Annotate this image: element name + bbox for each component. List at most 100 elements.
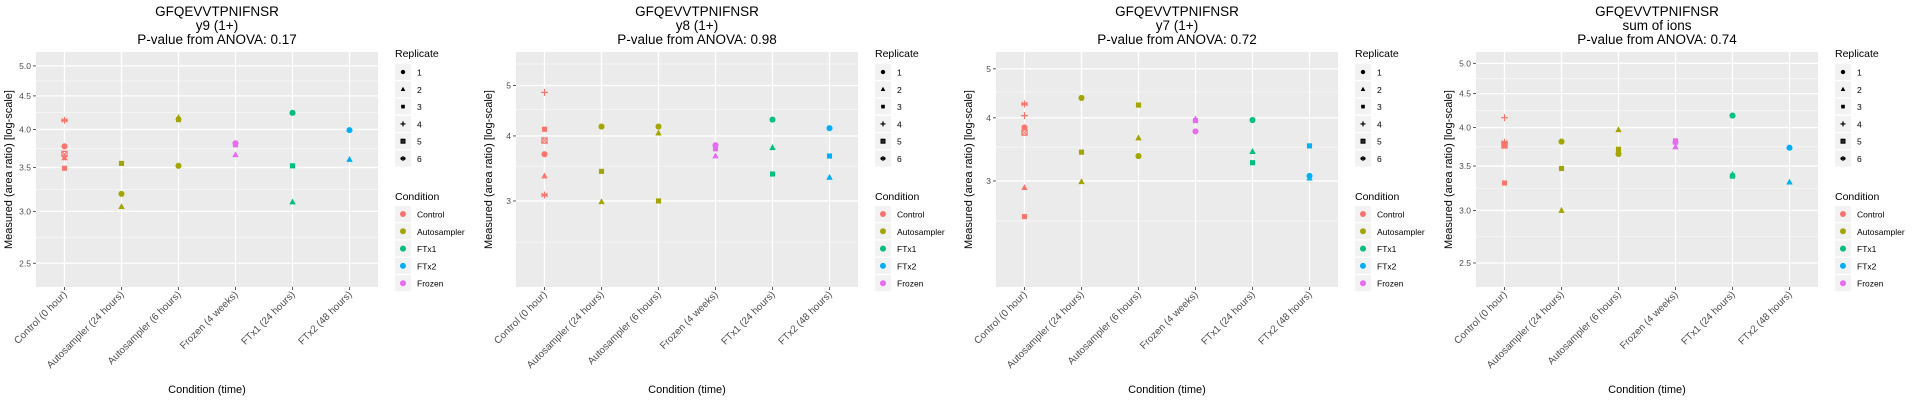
x-axis-label: Condition (time) [1128, 384, 1206, 396]
y-tick-label: 3.0 [1459, 205, 1471, 215]
legend-item-condition-control: Control [1355, 206, 1405, 222]
data-point [118, 203, 125, 210]
legend-label: 2 [1857, 85, 1862, 95]
square-icon [401, 104, 405, 109]
data-point [598, 198, 605, 205]
legend-label: FTx1 [897, 244, 917, 254]
y-tick-label: 4.5 [19, 91, 31, 101]
color-swatch-icon [880, 280, 886, 287]
legend-label: 4 [1857, 119, 1862, 129]
chart-title: GFQEVVTPNIFNSR [1595, 4, 1719, 19]
legend-label: Control [897, 210, 925, 220]
square-icon [881, 104, 885, 109]
data-point [1558, 206, 1565, 213]
legend-label: Autosampler [1857, 227, 1905, 237]
legend-item-replicate-1: 1 [1835, 64, 1862, 80]
legend-item-replicate-4: 4 [875, 115, 902, 132]
data-point [175, 117, 182, 123]
legend-label: FTx2 [1857, 261, 1877, 271]
legend-item-replicate-6: 6 [1355, 150, 1382, 167]
legend-item-replicate-2: 2 [1835, 81, 1862, 98]
data-point [1135, 102, 1142, 108]
triangle-icon [1360, 86, 1366, 92]
legend-label: 2 [417, 85, 422, 95]
data-point [1306, 143, 1313, 149]
color-swatch-icon [1840, 228, 1846, 235]
data-point [1729, 112, 1736, 119]
color-swatch-icon [1840, 245, 1846, 252]
data-point [541, 172, 548, 179]
data-point [1672, 139, 1679, 146]
legend-item-condition-frozen: Frozen [395, 275, 444, 292]
data-point [346, 155, 353, 162]
data-point [1192, 128, 1199, 135]
x-axis-label: Condition (time) [1608, 384, 1686, 396]
chart-title: GFQEVVTPNIFNSR [635, 4, 759, 19]
legend-replicate-title: Replicate [1355, 48, 1399, 60]
data-point [712, 146, 719, 152]
square-cross-icon [400, 138, 406, 144]
legend-item-condition-autosampler: Autosampler [1835, 223, 1905, 240]
color-swatch-icon [1360, 280, 1366, 287]
data-point [541, 126, 548, 132]
legend-item-replicate-5: 5 [875, 133, 902, 150]
data-points [60, 109, 353, 210]
legend-item-replicate-6: 6 [395, 150, 422, 167]
square-cross-icon [880, 138, 886, 144]
data-point [1501, 142, 1508, 149]
data-point [1020, 112, 1029, 120]
data-point [1021, 214, 1028, 220]
data-point [289, 198, 296, 205]
x-tick-label: FTx1 (24 hours) [1200, 289, 1258, 347]
legend-item-condition-control: Control [395, 206, 445, 222]
legend-condition-title: Condition [875, 191, 920, 203]
square-cross-icon [1840, 138, 1846, 144]
legend-item-condition-ftx1: FTx1 [1835, 240, 1877, 257]
data-point [1078, 178, 1085, 185]
legend-label: Autosampler [417, 227, 465, 237]
chart-title: GFQEVVTPNIFNSR [155, 4, 279, 19]
legend-label: Autosampler [1377, 227, 1425, 237]
legend-label: 1 [1857, 68, 1862, 78]
circle-icon [1840, 69, 1846, 75]
y-axis-label: Measured (area ratio) [log-scale] [1443, 90, 1455, 249]
legend-item-replicate-4: 4 [1835, 115, 1862, 132]
triangle-icon [1840, 86, 1846, 92]
asterisk-icon [1840, 155, 1846, 162]
plus-icon [400, 121, 406, 127]
legend-item-condition-frozen: Frozen [1835, 275, 1884, 292]
data-point [1249, 117, 1256, 124]
data-point [118, 190, 125, 197]
color-swatch-icon [1840, 280, 1846, 287]
x-tick-label: FTx2 (48 hours) [777, 289, 835, 347]
data-point [118, 160, 125, 166]
data-points [1020, 94, 1313, 220]
legend-item-replicate-3: 3 [875, 98, 902, 115]
data-point [655, 198, 662, 204]
data-point [540, 88, 549, 96]
legend-label: 1 [1377, 68, 1382, 78]
color-swatch-icon [1360, 262, 1366, 269]
data-point [598, 123, 605, 130]
legend-item-condition-autosampler: Autosampler [395, 223, 465, 240]
y-tick-label: 3.5 [1459, 161, 1471, 171]
legend-label: Frozen [1377, 279, 1404, 289]
legend-label: Autosampler [897, 227, 945, 237]
circle-icon [880, 69, 886, 75]
legend: Replicate 1 2 3 4 5 6 Condition Control Autosampl… [1835, 48, 1905, 292]
legend-label: 6 [417, 154, 422, 164]
legend-label: 5 [1377, 137, 1382, 147]
plot-background [996, 52, 1338, 287]
data-point [712, 152, 719, 159]
data-point [1249, 148, 1256, 154]
data-point [1021, 124, 1028, 131]
color-swatch-icon [400, 228, 406, 235]
legend-label: 4 [897, 119, 902, 129]
legend-label: FTx1 [1857, 244, 1877, 254]
square-icon [1841, 104, 1845, 109]
y-tick-label: 5 [986, 64, 991, 74]
color-swatch-icon [880, 211, 886, 217]
legend-item-replicate-4: 4 [395, 115, 422, 132]
data-point [826, 153, 833, 159]
